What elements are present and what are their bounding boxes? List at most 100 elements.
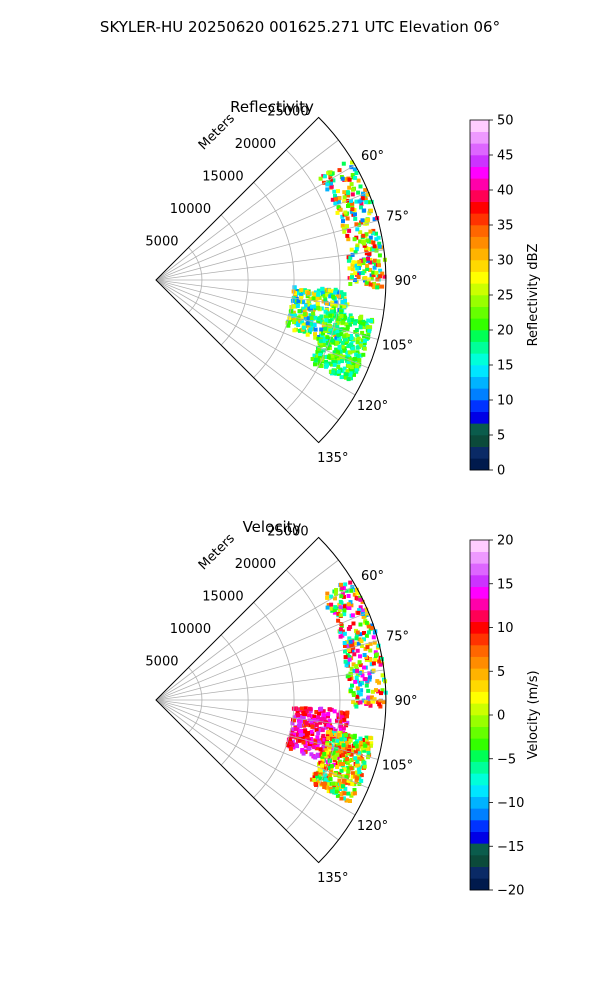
echo-cell	[328, 294, 333, 299]
echo-cell	[324, 355, 329, 359]
echo-cell	[310, 357, 315, 361]
echo-cell	[363, 700, 368, 704]
echo-cell	[288, 737, 292, 742]
echo-cell	[357, 199, 362, 204]
echo-cell	[337, 778, 342, 783]
radial-gridline	[155, 191, 369, 281]
colorbar-swatch	[470, 248, 489, 261]
echo-cell	[378, 698, 383, 703]
echo-cell	[340, 340, 345, 345]
echo-cell	[348, 799, 352, 803]
echo-cell	[338, 207, 343, 212]
echo-cell	[350, 173, 355, 177]
echo-cell	[347, 657, 352, 662]
echo-cell	[336, 200, 341, 205]
range-axis-label: Meters	[196, 111, 238, 153]
echo-cell	[347, 185, 352, 190]
echo-cell	[368, 703, 373, 708]
echo-cell	[338, 355, 343, 360]
echo-cell	[309, 316, 314, 321]
echo-cell	[335, 325, 340, 330]
echo-cell	[309, 321, 314, 326]
echo-cell	[358, 230, 363, 235]
echo-cell	[360, 746, 365, 751]
echo-cell	[352, 237, 357, 242]
echo-cell	[335, 329, 340, 334]
echo-cell	[378, 274, 383, 279]
echo-cell	[315, 735, 320, 740]
colorbar-tick-label: 0	[497, 709, 505, 724]
echo-cell	[309, 304, 314, 309]
echo-cell	[343, 747, 348, 752]
echo-cell	[329, 602, 334, 607]
echo-cell	[358, 632, 363, 637]
echo-cell	[360, 608, 365, 613]
colorbar-swatch	[470, 668, 489, 681]
echo-cell	[331, 356, 335, 361]
echo-cell	[348, 600, 353, 605]
echo-cell	[337, 784, 341, 789]
radial-gridline	[155, 699, 379, 760]
echo-cell	[346, 353, 351, 358]
echo-cell	[369, 741, 374, 746]
echo-cell	[371, 240, 376, 245]
colorbar-tick-label: 5	[497, 429, 505, 444]
echo-cell	[346, 377, 351, 382]
echo-cell	[294, 321, 299, 326]
echo-cell	[309, 718, 313, 723]
echo-cell	[329, 732, 334, 737]
echo-cell	[329, 330, 334, 335]
echo-cell	[345, 224, 349, 229]
echo-cell	[339, 715, 344, 720]
echo-cell	[321, 745, 326, 750]
echo-cell	[342, 774, 347, 779]
echo-cell	[326, 736, 331, 741]
colorbar-tick-label: 15	[497, 577, 514, 592]
echo-cell	[366, 217, 371, 222]
echo-cell	[346, 733, 351, 738]
echo-cell	[364, 232, 369, 237]
echo-cell	[298, 733, 303, 737]
echo-cell	[313, 304, 318, 309]
echo-cell	[319, 364, 324, 368]
echo-cell	[297, 738, 302, 743]
echo-cell	[340, 591, 345, 596]
echo-cell	[343, 315, 348, 320]
echo-cell	[357, 660, 362, 665]
echo-cell	[328, 170, 333, 175]
echo-cell	[361, 319, 366, 324]
echo-cell	[317, 295, 322, 300]
echo-cell	[354, 664, 359, 669]
colorbar-swatch	[470, 295, 489, 307]
echo-cell	[322, 752, 327, 756]
echo-cell	[368, 235, 373, 240]
colorbar-swatch	[470, 225, 489, 237]
echo-cell	[326, 714, 330, 719]
echo-cell	[319, 350, 324, 355]
echo-cell	[348, 738, 353, 743]
echo-cell	[351, 621, 356, 626]
echo-cell	[335, 738, 339, 743]
echo-cell	[348, 639, 353, 644]
echo-cell	[323, 297, 328, 302]
sector-frame	[155, 116, 387, 444]
echo-cell	[333, 201, 338, 206]
echo-cell	[332, 608, 337, 612]
echo-cell	[343, 732, 348, 737]
echo-cell	[354, 199, 359, 204]
echo-cell	[298, 736, 303, 741]
echo-cell	[359, 743, 364, 748]
echo-cell	[332, 362, 337, 367]
echo-cell	[332, 756, 337, 760]
echo-cell	[342, 334, 347, 339]
echo-cell	[346, 673, 351, 678]
echo-cell	[366, 688, 371, 693]
echo-cell	[320, 319, 325, 324]
echo-cell	[358, 740, 363, 745]
echo-cell	[318, 747, 323, 752]
echo-cell	[335, 718, 339, 723]
echo-cell	[376, 689, 381, 694]
echo-cell	[307, 746, 312, 750]
echo-cell	[324, 785, 329, 790]
echo-cell	[341, 733, 346, 738]
